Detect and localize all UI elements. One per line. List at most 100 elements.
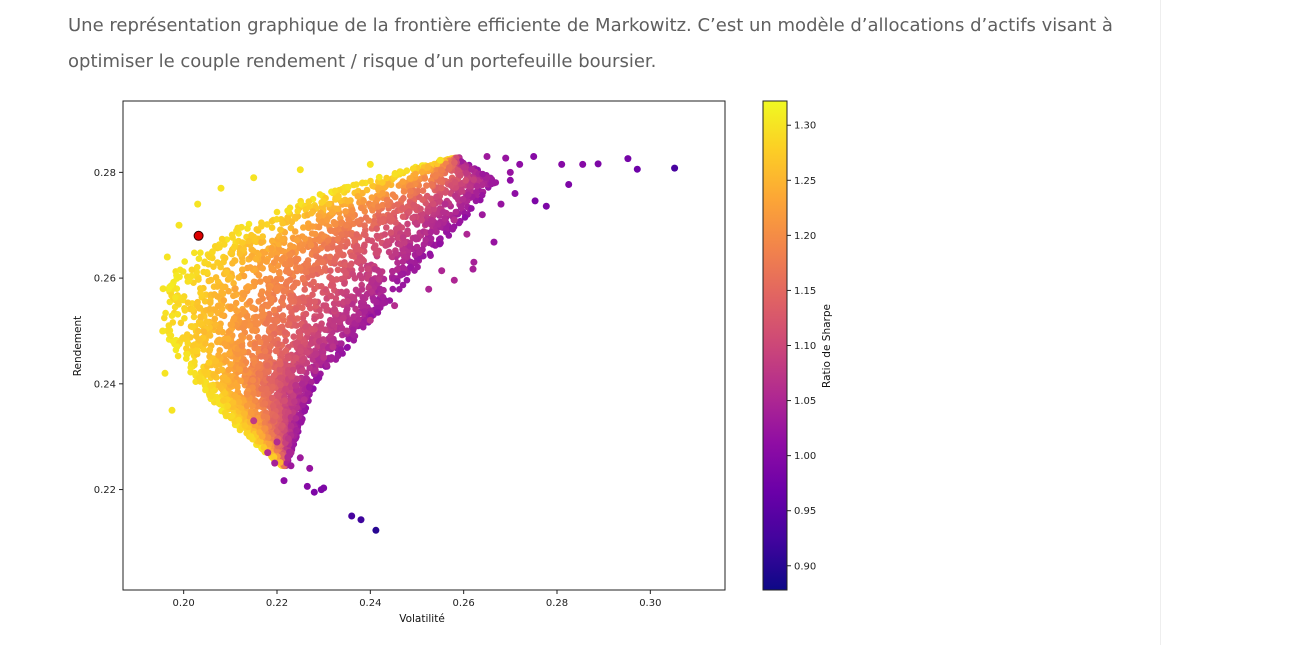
portfolio-point: [337, 346, 345, 353]
portfolio-point: [298, 380, 306, 388]
portfolio-point: [349, 326, 357, 334]
portfolio-point: [407, 182, 414, 189]
portfolio-point: [270, 372, 278, 379]
portfolio-point: [240, 308, 247, 315]
portfolio-point: [393, 266, 401, 273]
portfolio-point: [234, 350, 242, 358]
portfolio-point: [356, 271, 364, 279]
portfolio-point: [354, 258, 362, 266]
colorbar-label: Ratio de Sharpe: [821, 304, 833, 388]
portfolio-point: [176, 273, 183, 281]
portfolio-point: [371, 265, 379, 273]
outlier-point: [320, 484, 328, 492]
portfolio-point: [336, 249, 344, 256]
portfolio-point: [197, 313, 204, 321]
portfolio-point: [383, 196, 391, 204]
portfolio-point: [412, 234, 420, 241]
portfolio-point: [282, 337, 290, 345]
portfolio-point: [231, 392, 239, 400]
portfolio-point: [313, 376, 321, 383]
portfolio-point: [317, 312, 324, 320]
portfolio-point: [348, 252, 356, 259]
portfolio-point: [257, 438, 264, 445]
portfolio-point: [399, 258, 407, 266]
portfolio-point: [239, 266, 246, 274]
portfolio-point: [235, 416, 242, 424]
portfolio-point: [342, 222, 350, 229]
portfolio-point: [253, 319, 260, 326]
portfolio-point: [229, 399, 237, 406]
portfolio-point: [216, 244, 223, 251]
portfolio-point: [225, 366, 232, 374]
outlier-point: [348, 512, 356, 520]
y-axis-label: Rendement: [72, 316, 84, 377]
outlier-point: [565, 181, 573, 188]
outlier-point: [273, 438, 281, 446]
portfolio-point: [273, 216, 281, 223]
portfolio-point: [478, 191, 486, 199]
portfolio-point: [308, 378, 315, 386]
portfolio-point: [305, 198, 313, 205]
portfolio-point: [280, 254, 287, 262]
portfolio-point: [296, 264, 304, 271]
portfolio-point: [307, 304, 314, 312]
portfolio-point: [241, 422, 249, 430]
portfolio-point: [181, 307, 189, 314]
portfolio-point: [261, 425, 268, 432]
portfolio-point: [282, 260, 289, 268]
portfolio-point: [268, 394, 276, 402]
portfolio-point: [407, 175, 414, 182]
portfolio-point: [207, 276, 215, 284]
portfolio-point: [184, 340, 192, 347]
portfolio-point: [202, 386, 209, 394]
portfolio-point: [438, 184, 445, 192]
plot-frame: [122, 100, 726, 591]
portfolio-point: [331, 258, 338, 265]
portfolio-point: [240, 410, 248, 417]
portfolio-point: [359, 179, 366, 187]
portfolio-point: [354, 193, 362, 200]
outlier-point: [329, 343, 337, 351]
portfolio-point: [206, 346, 214, 353]
colorbar-tick-label: 1.20: [794, 231, 816, 242]
portfolio-point: [470, 176, 478, 183]
portfolio-point: [392, 250, 400, 257]
portfolio-point: [255, 362, 262, 370]
portfolio-point: [177, 319, 185, 327]
portfolio-point: [266, 375, 273, 383]
portfolio-point: [409, 214, 416, 222]
portfolio-point: [352, 246, 360, 253]
portfolio-point: [285, 320, 293, 327]
portfolio-point: [263, 258, 270, 265]
outlier-point: [497, 200, 505, 208]
portfolio-point: [279, 220, 286, 227]
portfolio-point: [275, 305, 283, 313]
portfolio-point: [362, 231, 369, 239]
portfolio-point: [265, 314, 273, 322]
y-axis: 0.22 0.24 0.26 0.28: [94, 168, 123, 496]
portfolio-point: [412, 170, 419, 178]
portfolio-point: [339, 315, 347, 322]
outlier-point: [516, 160, 524, 168]
portfolio-point: [278, 323, 286, 331]
portfolio-point: [314, 265, 321, 273]
portfolio-point: [351, 275, 359, 282]
portfolio-point: [428, 216, 435, 224]
portfolio-point: [273, 208, 281, 216]
portfolio-point: [246, 322, 254, 329]
portfolio-point: [353, 231, 360, 238]
colorbar-tick-label: 1.05: [794, 396, 816, 407]
frontier-point: [175, 221, 183, 229]
portfolio-point: [385, 248, 393, 256]
outlier-point: [287, 449, 295, 457]
portfolio-point: [220, 297, 228, 304]
portfolio-point: [218, 288, 225, 296]
portfolio-point: [268, 251, 275, 259]
portfolio-point: [259, 433, 266, 440]
portfolio-point: [407, 188, 414, 195]
portfolio-point: [293, 236, 301, 244]
portfolio-point: [195, 303, 202, 311]
portfolio-point: [240, 291, 248, 299]
colorbar-tick-label: 1.10: [794, 341, 816, 352]
portfolio-point: [456, 217, 464, 225]
